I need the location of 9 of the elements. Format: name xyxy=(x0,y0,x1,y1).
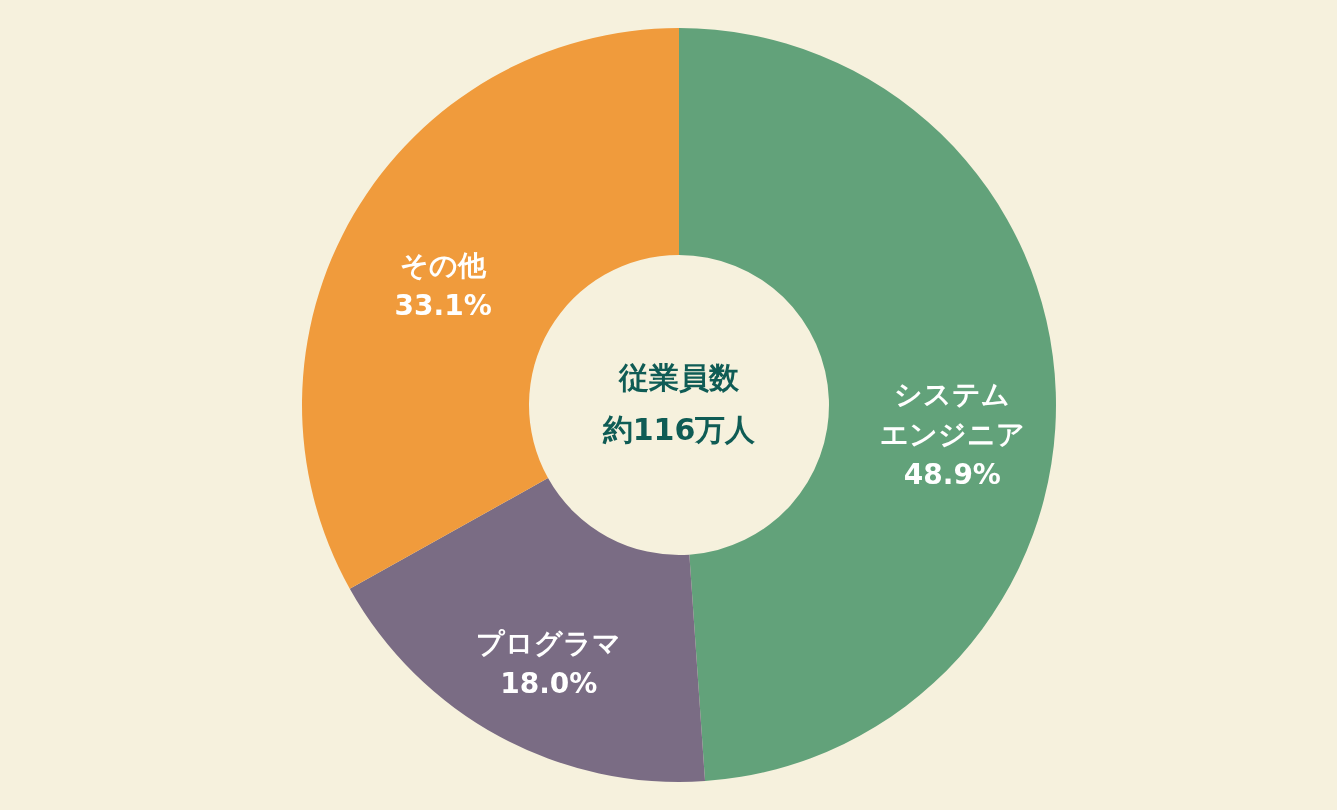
slice-label: システムエンジニア xyxy=(879,377,1025,451)
data-label: 18.0% xyxy=(500,667,598,701)
text: 従業員数 xyxy=(618,360,740,395)
data-label: 33.1% xyxy=(394,288,492,322)
slice-label: その他 xyxy=(400,248,488,282)
slice-label: プログラマ xyxy=(476,627,622,661)
text: 約116万人 xyxy=(601,412,757,448)
data-label: 48.9% xyxy=(903,457,1001,491)
donut-slice xyxy=(349,478,706,782)
